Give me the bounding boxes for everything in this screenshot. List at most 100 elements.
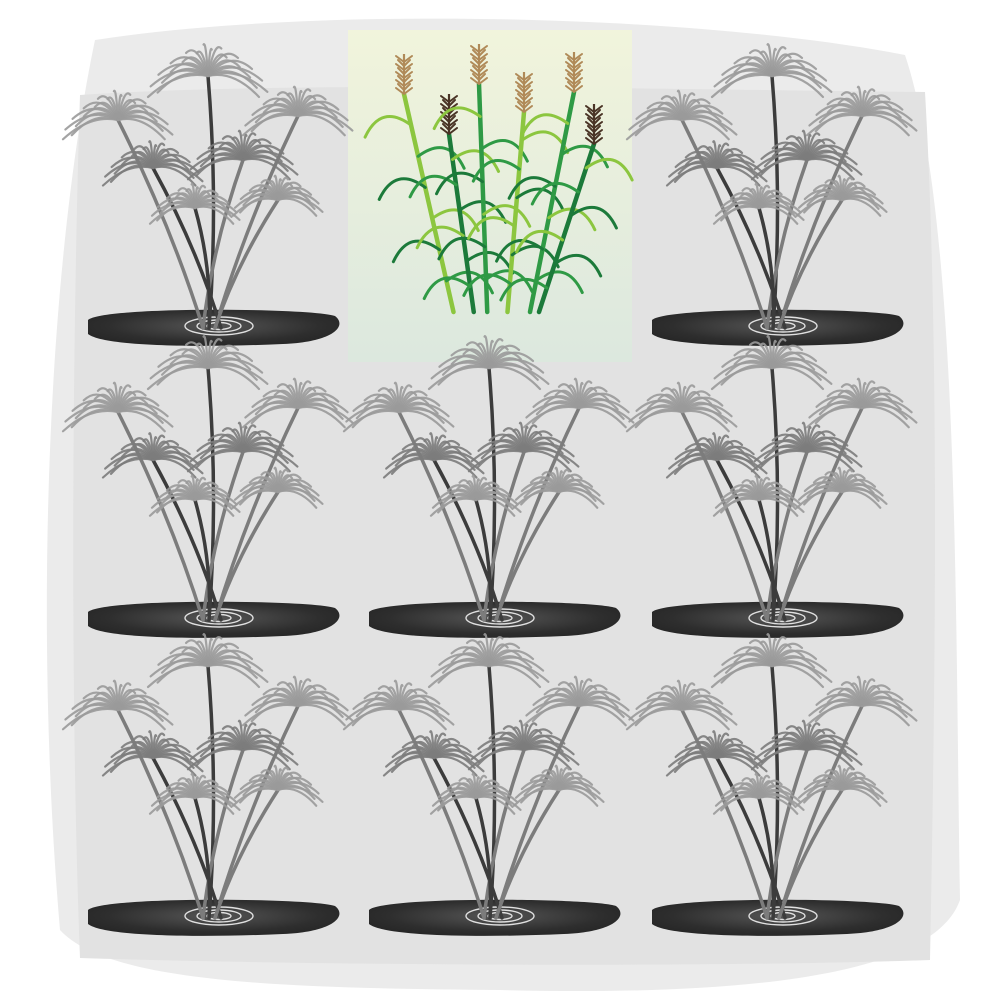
papyrus-stem <box>765 158 809 330</box>
papyrus-umbel <box>665 432 768 479</box>
papyrus-umbel <box>710 335 833 391</box>
papyrus-umbel <box>342 381 455 433</box>
papyrus-stem <box>757 206 776 330</box>
papyrus-umbel <box>101 432 204 479</box>
papyrus-stem <box>777 788 844 920</box>
papyrus-stem <box>777 490 844 622</box>
papyrus-umbel <box>625 89 738 141</box>
papyrus-stem <box>715 458 787 622</box>
papyrus-umbel <box>427 633 550 689</box>
papyrus-umbel <box>750 421 863 473</box>
papyrus-stem <box>397 410 486 622</box>
papyrus-umbel <box>665 730 768 777</box>
papyrus-cell-r2-c0 <box>61 633 354 936</box>
papyrus-umbel <box>805 377 918 429</box>
papyrus-cell-r2-c1 <box>342 633 635 936</box>
papyrus-cell-r1-c0 <box>61 335 354 638</box>
papyrus-stem <box>116 118 205 330</box>
papyrus-cell-r1-c1 <box>342 335 635 638</box>
papyrus-stem <box>474 796 493 920</box>
papyrus-umbel <box>710 43 833 99</box>
papyrus-stem <box>201 158 245 330</box>
papyrus-stem <box>680 410 769 622</box>
papyrus-stem <box>432 458 504 622</box>
papyrus-stem <box>777 198 844 330</box>
papyrus-umbel <box>241 377 354 429</box>
papyrus-umbel <box>148 772 241 815</box>
papyrus-stem <box>193 796 212 920</box>
papyrus-umbel <box>625 679 738 731</box>
papyrus-stem <box>213 198 280 330</box>
papyrus-umbel <box>625 381 738 433</box>
papyrus-umbel <box>241 675 354 727</box>
sugarcane-tassel <box>515 72 533 113</box>
papyrus-stem <box>482 748 526 920</box>
sugarcane-tassel <box>565 52 583 93</box>
papyrus-stem <box>201 450 245 622</box>
sugarcane-tassel <box>585 104 603 145</box>
papyrus-stem <box>151 756 223 920</box>
papyrus-umbel <box>382 432 485 479</box>
sugarcane-stalk <box>495 52 609 315</box>
papyrus-umbel <box>146 633 269 689</box>
papyrus-umbel <box>61 381 174 433</box>
papyrus-cell-r2-c2 <box>625 633 918 936</box>
papyrus-stem <box>494 788 561 920</box>
papyrus-stem <box>757 498 776 622</box>
papyrus-stem <box>151 458 223 622</box>
papyrus-stem <box>116 410 205 622</box>
papyrus-stem <box>715 756 787 920</box>
papyrus-umbel <box>231 174 324 217</box>
papyrus-umbel <box>467 719 580 771</box>
papyrus-umbel <box>750 129 863 181</box>
papyrus-umbel <box>429 772 522 815</box>
papyrus-stem <box>765 748 809 920</box>
papyrus-stem <box>213 788 280 920</box>
papyrus-umbel <box>429 474 522 517</box>
papyrus-umbel <box>522 377 635 429</box>
papyrus-stem <box>193 498 212 622</box>
papyrus-umbel <box>146 335 269 391</box>
papyrus-stem <box>213 490 280 622</box>
papyrus-umbel <box>231 764 324 807</box>
papyrus-umbel <box>795 466 888 509</box>
papyrus-stem <box>765 450 809 622</box>
papyrus-umbel <box>710 633 833 689</box>
papyrus-umbel <box>101 730 204 777</box>
papyrus-umbel <box>101 140 204 187</box>
papyrus-umbel <box>186 129 299 181</box>
papyrus-umbel <box>342 679 455 731</box>
papyrus-stem <box>494 490 561 622</box>
papyrus-umbel <box>467 421 580 473</box>
papyrus-stem <box>397 708 486 920</box>
papyrus-stem <box>715 166 787 330</box>
papyrus-umbel <box>750 719 863 771</box>
papyrus-umbel <box>522 675 635 727</box>
papyrus-stem <box>116 708 205 920</box>
papyrus-umbel <box>805 675 918 727</box>
papyrus-stem <box>193 206 212 330</box>
papyrus-umbel <box>148 474 241 517</box>
papyrus-stem <box>151 166 223 330</box>
papyrus-umbel <box>241 85 354 137</box>
papyrus-stem <box>757 796 776 920</box>
papyrus-umbel <box>795 174 888 217</box>
papyrus-cell-r1-c2 <box>625 335 918 638</box>
papyrus-umbel <box>382 730 485 777</box>
papyrus-umbel <box>148 182 241 225</box>
papyrus-umbel <box>512 764 605 807</box>
papyrus-stem <box>680 118 769 330</box>
papyrus-umbel <box>186 421 299 473</box>
sugarcane-cell-r0-c1 <box>363 44 634 315</box>
papyrus-umbel <box>231 466 324 509</box>
sugarcane-tassel <box>470 44 488 85</box>
papyrus-stem <box>482 450 526 622</box>
papyrus-umbel <box>427 335 550 391</box>
sugarcane-stalk <box>499 104 634 315</box>
papyrus-umbel <box>512 466 605 509</box>
papyrus-umbel <box>186 719 299 771</box>
papyrus-umbel <box>712 772 805 815</box>
papyrus-umbel <box>805 85 918 137</box>
papyrus-stem <box>474 498 493 622</box>
